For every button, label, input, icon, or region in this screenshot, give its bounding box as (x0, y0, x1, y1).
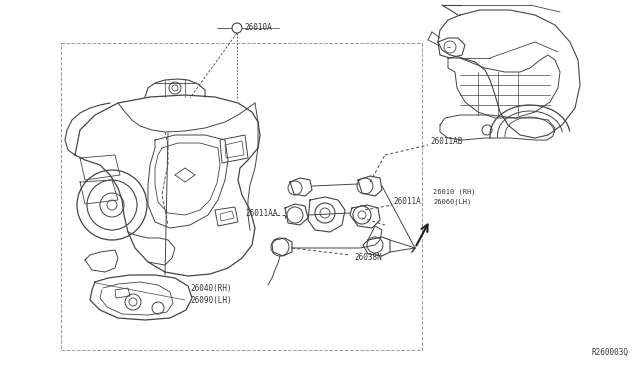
Text: 26038N: 26038N (354, 253, 381, 263)
Text: 26011A: 26011A (393, 198, 420, 206)
Text: 26060(LH): 26060(LH) (433, 199, 471, 205)
Text: R260003Q: R260003Q (591, 347, 628, 356)
Bar (61, 43, 422, 350)
Text: 26010 (RH): 26010 (RH) (433, 189, 476, 195)
Text: 26040(RH): 26040(RH) (190, 283, 232, 292)
Text: 26011AA: 26011AA (245, 208, 277, 218)
Text: 26090(LH): 26090(LH) (190, 295, 232, 305)
Text: 26011AB: 26011AB (430, 138, 462, 147)
Text: 26010A: 26010A (244, 23, 272, 32)
